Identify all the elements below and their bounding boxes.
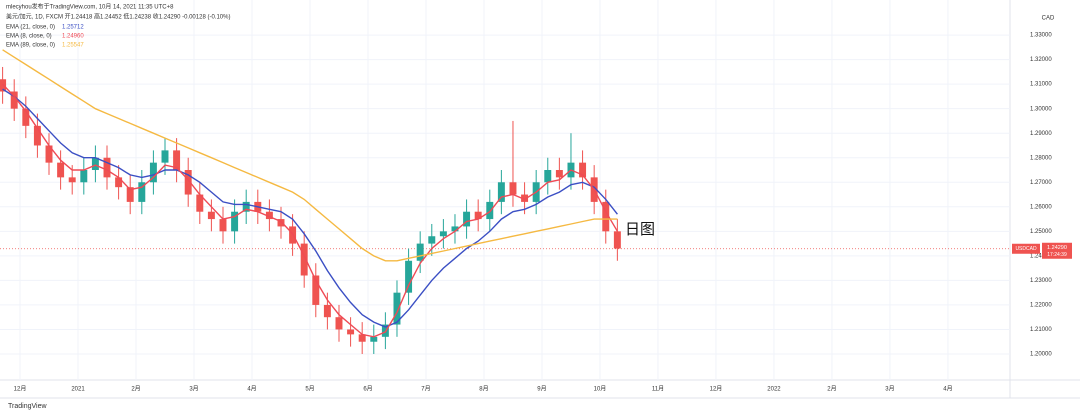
y-tick-label: 1.24000 <box>1030 253 1052 259</box>
x-tick-label: 2月 <box>131 386 140 393</box>
legend-label: EMA (8, close, 0) <box>6 34 52 40</box>
candle-body <box>463 211 471 227</box>
candle-body <box>80 170 88 183</box>
currency: CAD <box>1042 16 1055 22</box>
x-tick-label: 12月 <box>710 386 723 393</box>
candle-body <box>544 170 552 183</box>
x-tick-label: 2月 <box>827 386 836 393</box>
candle-body <box>57 162 65 178</box>
x-tick-label: 11月 <box>652 386 664 393</box>
annotation: 日图 <box>625 221 655 238</box>
candle-body <box>115 177 123 188</box>
candle-body <box>300 243 308 276</box>
candle-body <box>358 334 366 342</box>
x-tick-label: 3月 <box>885 386 894 393</box>
candle-body <box>33 125 41 146</box>
candle-body <box>196 194 204 212</box>
price-tag <box>1042 242 1072 259</box>
x-tick-label: 8月 <box>479 386 488 393</box>
y-tick-label: 1.31000 <box>1030 82 1052 88</box>
candle-body <box>22 108 30 126</box>
x-tick-label: 12月 <box>14 386 27 393</box>
candle-body <box>45 145 53 163</box>
candle-body <box>416 243 424 261</box>
y-tick-label: 1.20000 <box>1030 352 1052 358</box>
candle-body <box>323 304 331 318</box>
symbol-label: USDCAD <box>1015 246 1037 252</box>
ema-line <box>2 83 619 338</box>
x-tick-label: 6月 <box>363 386 372 393</box>
candle-body <box>451 226 459 232</box>
y-tick-label: 1.32000 <box>1030 57 1052 63</box>
candle-body <box>277 219 285 227</box>
price-label: 1.24290 <box>1047 245 1067 251</box>
legend-value: 1.24960 <box>62 34 84 40</box>
candle-body <box>68 177 76 183</box>
subtitle: 美元/加元, 1D, FXCM 开1.24418 高1.24452 低1.242… <box>6 13 230 21</box>
candle-body <box>370 336 378 342</box>
candle-body <box>207 211 215 220</box>
legend-value: 1.25547 <box>62 43 84 49</box>
symbol-tag <box>1012 243 1040 254</box>
attribution: mlecyhou发布于TradingView.com, 10月 14, 2021… <box>6 3 174 11</box>
x-tick-label: 5月 <box>305 386 314 393</box>
candle-body <box>265 211 273 220</box>
x-tick-label: 3月 <box>189 386 198 393</box>
x-tick-label: 4月 <box>943 386 952 393</box>
x-tick-label: 4月 <box>247 386 256 393</box>
ema-line <box>2 49 618 262</box>
x-tick-label: 7月 <box>421 386 430 393</box>
ema-line <box>2 88 618 328</box>
candle-body <box>405 260 413 293</box>
candle-body <box>428 236 436 244</box>
candle-body <box>555 170 563 178</box>
y-tick-label: 1.26000 <box>1030 204 1052 210</box>
y-tick-label: 1.29000 <box>1030 131 1052 137</box>
candle-body <box>439 231 447 237</box>
y-tick-label: 1.33000 <box>1030 33 1052 39</box>
candle-body <box>521 194 529 202</box>
candle-body <box>486 201 494 220</box>
candle-body <box>602 201 610 232</box>
x-tick-label: 2021 <box>71 387 85 393</box>
candle-body <box>126 187 134 202</box>
candle-body <box>184 170 192 195</box>
legend-value: 1.25712 <box>62 25 84 31</box>
candle-body <box>497 182 505 202</box>
x-tick-label: 2022 <box>767 387 781 393</box>
y-tick-label: 1.28000 <box>1030 155 1052 161</box>
candle-body <box>242 201 250 212</box>
candle-body <box>579 162 587 178</box>
candle-body <box>173 150 181 171</box>
candle-body <box>474 211 482 220</box>
candle-body <box>161 150 169 163</box>
legend-label: EMA (21, close, 0) <box>6 25 55 31</box>
branding: TradingView <box>8 403 47 410</box>
y-tick-label: 1.27000 <box>1030 180 1052 186</box>
x-tick-label: 10月 <box>594 386 607 393</box>
countdown: 17:24:39 <box>1047 252 1067 258</box>
candle-body <box>335 317 343 330</box>
candle-body <box>347 329 355 335</box>
candle-body <box>103 157 111 178</box>
candle-body <box>149 162 157 183</box>
candle-body <box>613 231 621 249</box>
candle-body <box>91 157 99 171</box>
candle-body <box>138 182 146 202</box>
y-tick-label: 1.22000 <box>1030 303 1052 309</box>
y-tick-label: 1.25000 <box>1030 229 1052 235</box>
candle-body <box>393 292 401 325</box>
x-tick-label: 9月 <box>537 386 546 393</box>
candle-body <box>219 219 227 232</box>
candle-body <box>231 211 239 232</box>
y-tick-label: 1.30000 <box>1030 106 1052 112</box>
y-tick-label: 1.21000 <box>1030 327 1052 333</box>
legend-label: EMA (89, close, 0) <box>6 43 55 49</box>
candle-body <box>10 91 18 109</box>
candle-body <box>509 182 517 195</box>
candle-body <box>312 275 320 305</box>
y-tick-label: 1.23000 <box>1030 278 1052 284</box>
